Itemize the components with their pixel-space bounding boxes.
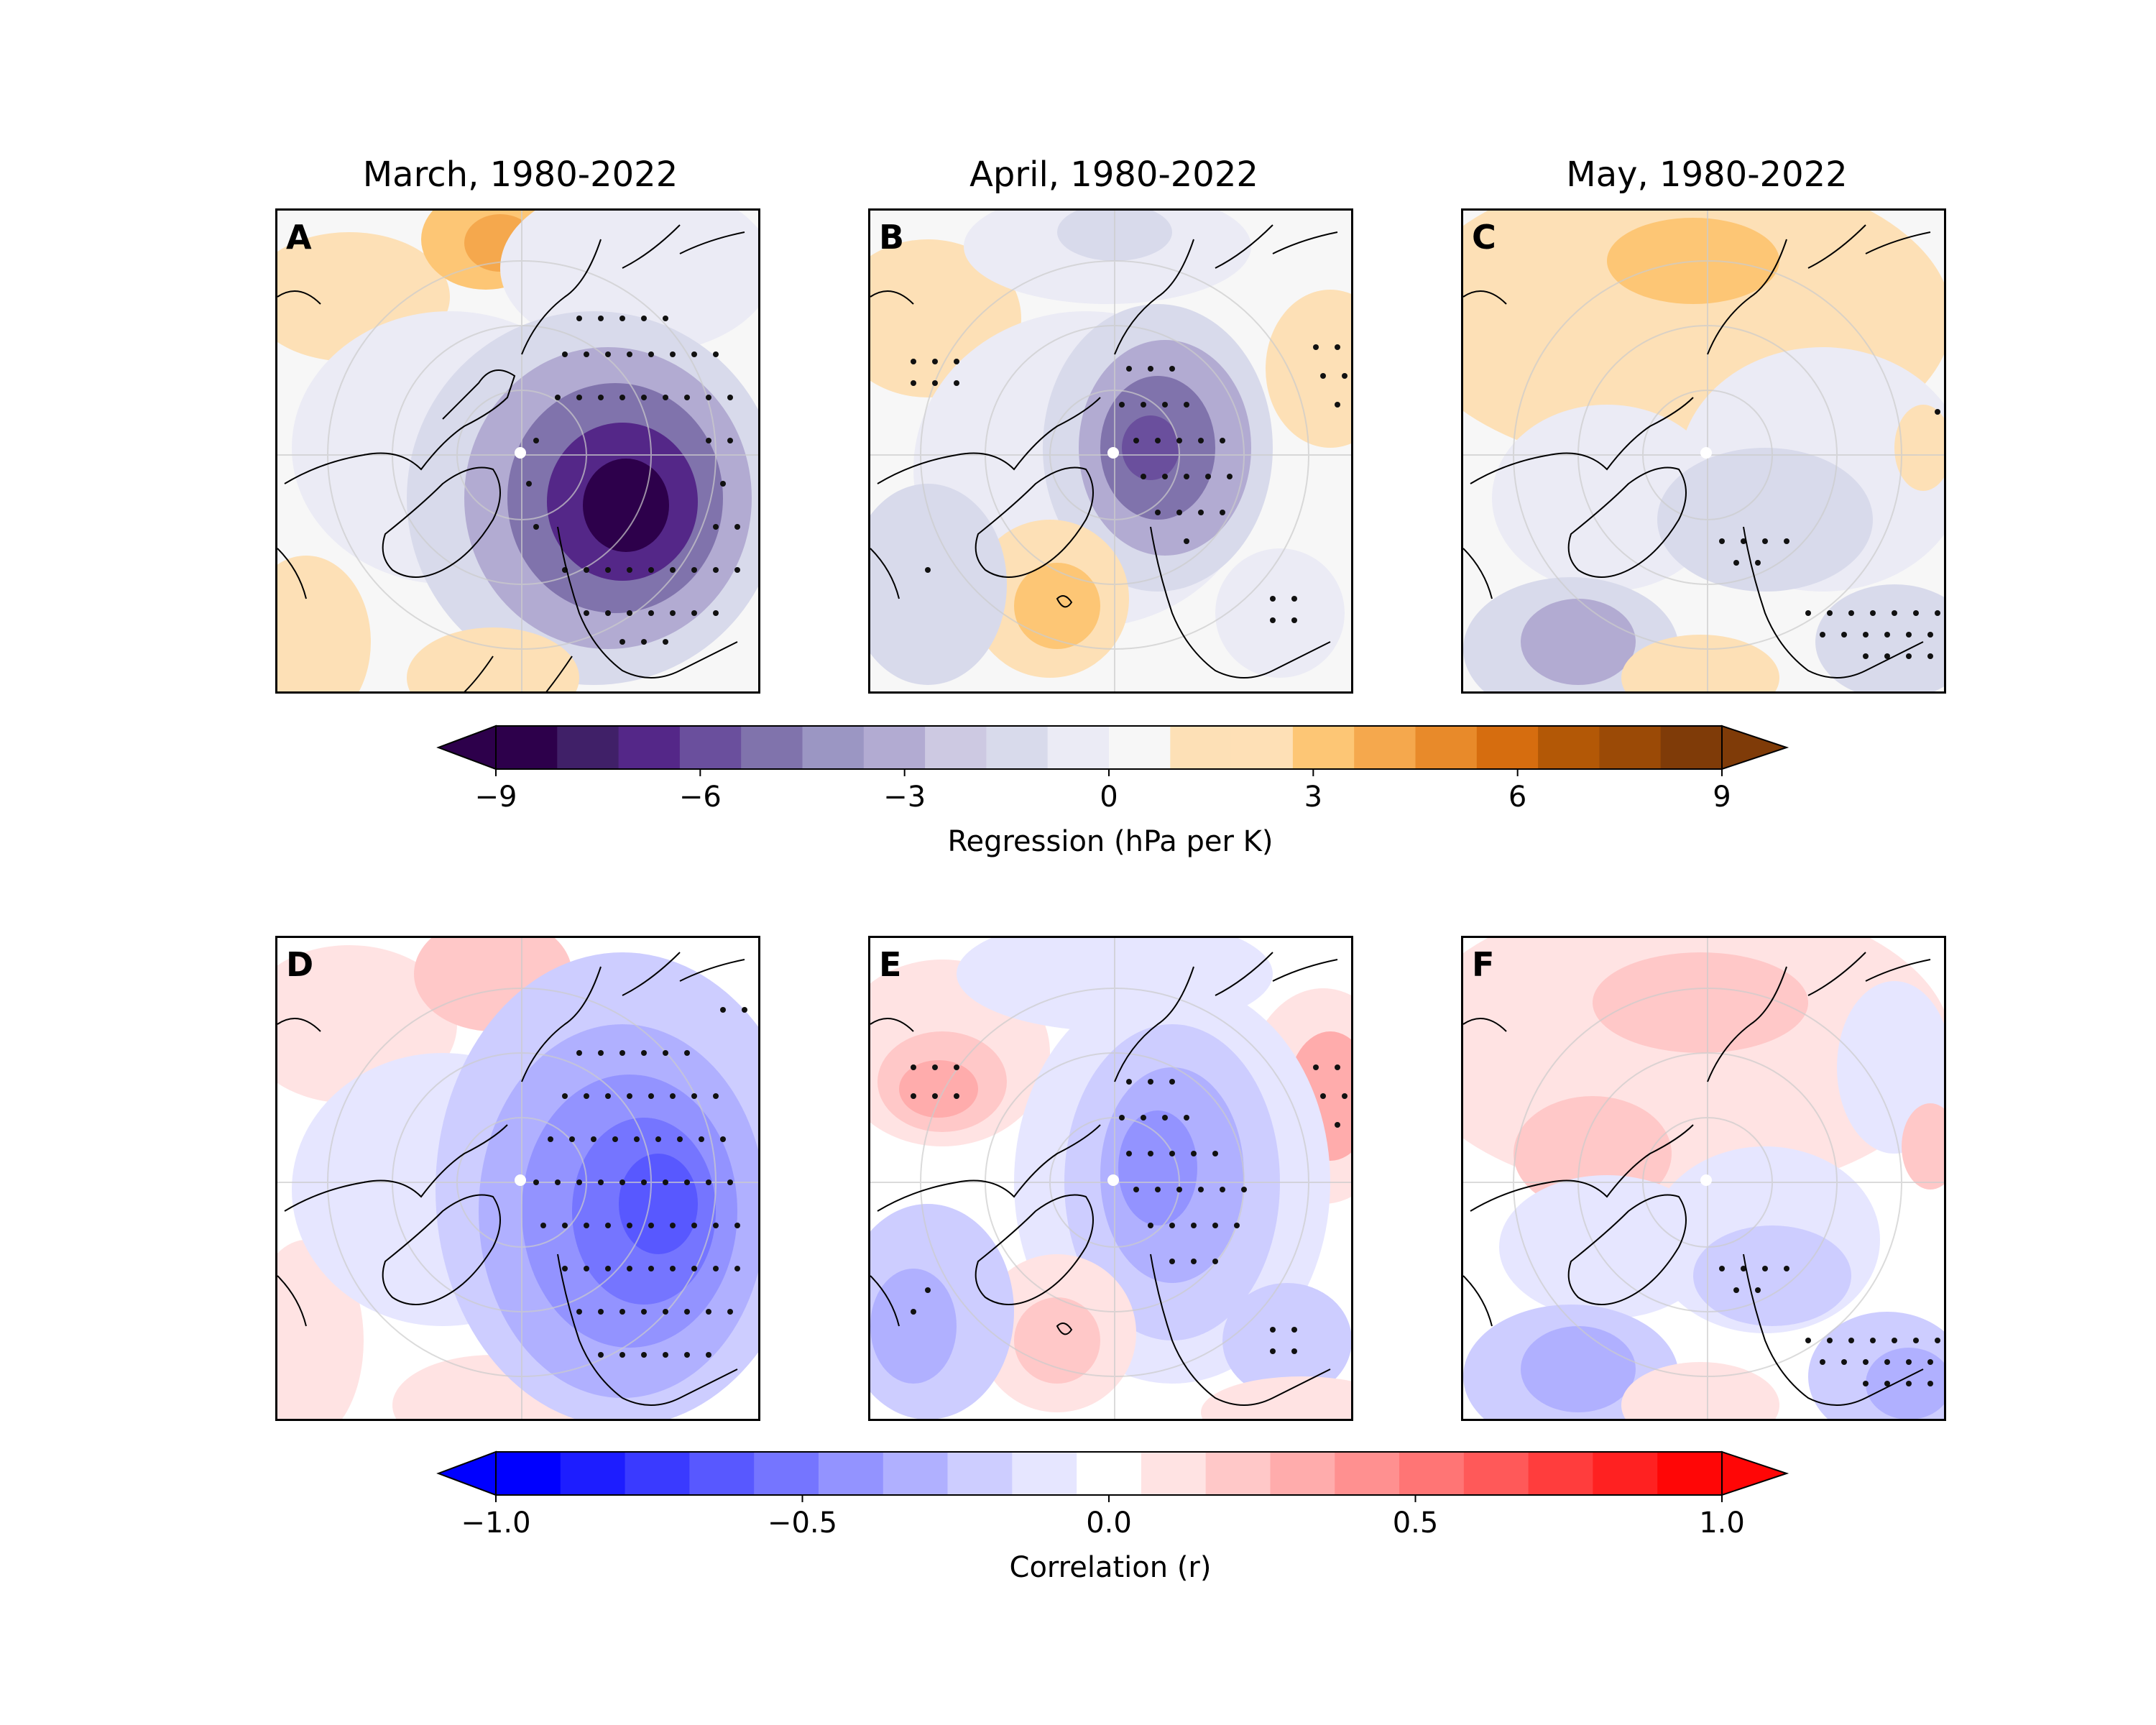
significance-stippling [526,316,740,645]
correlation-colorbar-label: Correlation (r) [1009,1551,1212,1584]
colorbar-bin [986,726,1049,769]
colorbar-tick-label: −9 [474,781,517,814]
colorbar-tick-label: −6 [678,781,722,814]
panel-title-b: April, 1980-2022 [969,155,1258,195]
colorbar-bin [1141,1452,1207,1495]
regression-colorbar [436,724,1789,776]
colorbar-extend-min [436,1450,497,1496]
colorbar-bin [1593,1452,1658,1495]
map-e-field [870,938,1351,1419]
colorbar-bin [1399,1452,1465,1495]
colorbar-bin [1047,726,1110,769]
panel-title-c: May, 1980-2022 [1566,155,1848,195]
colorbar-bin [754,1452,819,1495]
map-panel-f: F [1461,936,1946,1421]
colorbar-bin [1415,726,1478,769]
panel-letter-d: D [286,945,314,984]
colorbar-tick-label: 0.5 [1392,1506,1439,1540]
colorbar-bin [1538,726,1600,769]
regression-colorbar-label: Regression (hPa per K) [947,825,1273,858]
colorbar-tick-label: −3 [883,781,926,814]
colorbar-tick-label: 0 [1100,781,1118,814]
colorbar-bin [1109,726,1171,769]
colorbar-bin [883,1452,949,1495]
colorbar-bin [679,726,742,769]
colorbar-bin [1270,1452,1335,1495]
panel-letter-c: C [1472,218,1496,257]
map-f-field [1463,938,1944,1419]
colorbar-tick-label: −0.5 [767,1506,838,1540]
map-d-field [277,938,758,1419]
colorbar-bin [557,726,619,769]
colorbar-bin [1476,726,1539,769]
colorbar-bin [1657,1452,1723,1495]
colorbar-bin [1077,1452,1142,1495]
colorbar-bin [1205,1452,1271,1495]
colorbar-bin [689,1452,755,1495]
colorbar-bin [1170,726,1233,769]
colorbar-bin [496,1452,561,1495]
map-c-field [1463,211,1944,691]
colorbar-bin [863,726,926,769]
colorbar-tick-label: −1.0 [461,1506,531,1540]
map-panel-b: B [868,208,1353,694]
colorbar-bin [1463,1452,1529,1495]
map-panel-d: D [275,936,760,1421]
colorbar-tick-label: 6 [1508,781,1527,814]
panel-letter-e: E [879,945,902,984]
colorbar-bin [625,1452,690,1495]
colorbar-bin [947,1452,1013,1495]
colorbar-tick-label: 0.0 [1086,1506,1132,1540]
panel-letter-f: F [1472,945,1495,984]
panel-letter-a: A [286,218,312,257]
colorbar-tick-label: 9 [1713,781,1731,814]
map-a-field [277,211,758,691]
colorbar-bin [818,1452,884,1495]
panel-letter-b: B [879,218,905,257]
colorbar-bin [1599,726,1662,769]
colorbar-bin [496,726,558,769]
colorbar-extend-min [436,724,497,770]
colorbar-bin [560,1452,626,1495]
colorbar-extend-max [1721,1450,1789,1496]
colorbar-bin [1012,1452,1077,1495]
colorbar-tick-label: 3 [1304,781,1323,814]
colorbar-bin [1292,726,1355,769]
colorbar-bin [925,726,987,769]
map-b-field [870,211,1351,691]
colorbar-bin [1231,726,1294,769]
colorbar-bin [618,726,681,769]
colorbar-bin [1528,1452,1593,1495]
panel-title-a: March, 1980-2022 [362,155,678,195]
map-panel-a: A [275,208,760,694]
colorbar-bin [802,726,865,769]
colorbar-bin [1354,726,1416,769]
map-panel-c: C [1461,208,1946,694]
coastlines [277,224,745,691]
map-panel-e: E [868,936,1353,1421]
colorbar-extend-max [1721,724,1789,770]
correlation-colorbar [436,1450,1789,1502]
colorbar-bin [1335,1452,1400,1495]
colorbar-bin [1660,726,1723,769]
colorbar-tick-label: 1.0 [1699,1506,1745,1540]
colorbar-bin [741,726,803,769]
